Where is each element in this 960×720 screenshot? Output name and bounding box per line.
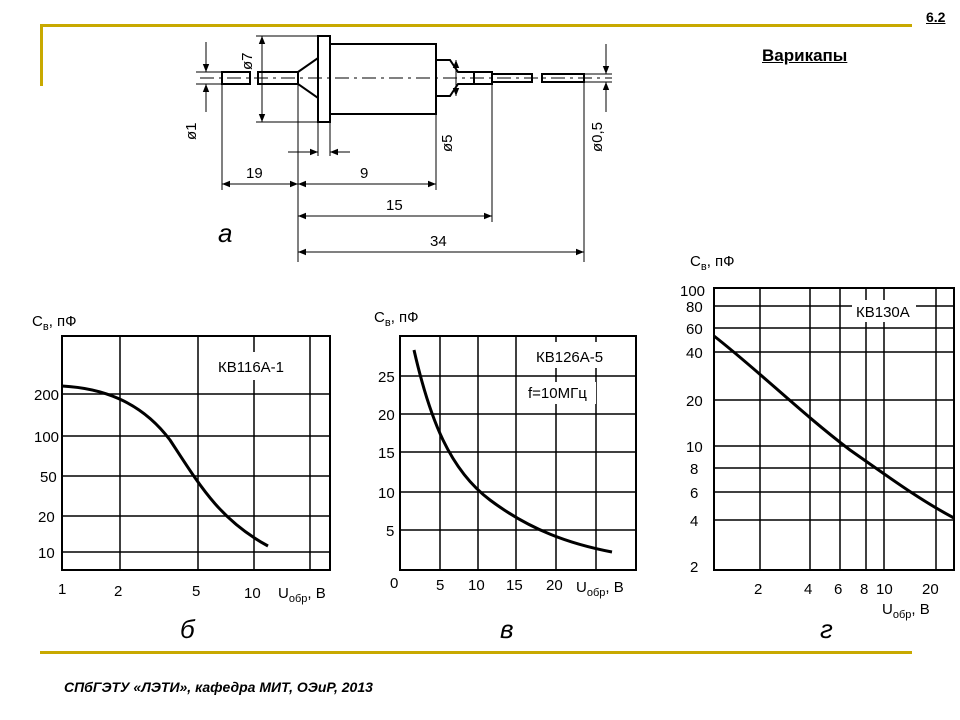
graph-v-ytick-10: 10 [378,485,395,502]
graph-v-xtick-20: 20 [546,577,563,594]
graph-b-frame [61,335,331,571]
page-title: Варикапы [762,46,848,65]
drawing-label-a: а [218,218,232,248]
page-number[interactable]: 6.2 [926,9,946,25]
diode-body [329,43,437,115]
graph-v-note: f=10МГц [528,385,587,402]
graph-b-ytick-20: 20 [38,509,55,526]
graph-v-note-box [524,382,596,404]
graph-g-device-box [852,300,916,322]
graph-b: КВ116А-1 200 100 50 20 10 1 2 5 10 Cв, п… [32,313,331,644]
graph-b-xtick-1: 1 [58,581,66,598]
graph-g-ytick-4: 4 [690,513,698,530]
graph-v-device: КВ126А-5 [536,349,603,366]
graph-v-ytick-25: 25 [378,369,395,386]
graph-g-ytick-6: 6 [690,485,698,502]
graph-v-xtick-10: 10 [468,577,485,594]
footer-text: СПбГЭТУ «ЛЭТИ», кафедра МИТ, ОЭиР, 2013 [64,679,373,695]
graph-g-grid [714,288,954,570]
graph-g-ytick-40: 40 [686,345,703,362]
graph-b-xtick-5: 5 [192,583,200,600]
graph-g-ytick-80: 80 [686,299,703,316]
graph-g-frame [713,287,955,571]
graph-b-curve [61,384,269,548]
dim-d1: ø1 [183,122,200,140]
graph-v-curve [412,349,613,554]
dim-9: 9 [360,165,368,182]
graph-b-label: б [180,614,196,644]
graph-g-ytick-60: 60 [686,321,703,338]
graph-g-ytick-8: 8 [690,461,698,478]
graph-v-xtick-15: 15 [506,577,523,594]
graph-g-xtick-20: 20 [922,581,939,598]
graph-g-xlabel: Uобр, В [882,601,930,621]
graph-v-grid [400,336,636,570]
dim-15: 15 [386,197,403,214]
graph-b-ytick-100: 100 [34,429,59,446]
dim-d5: ø5 [439,134,456,152]
graph-v-ytick-20: 20 [378,407,395,424]
graph-v-xlabel: Uобр, В [576,579,624,599]
graph-b-device: КВ116А-1 [218,359,284,376]
graph-g: КВ130А 100 80 60 40 20 10 8 6 4 2 2 4 6 … [680,253,955,644]
graph-g-xtick-2: 2 [754,581,762,598]
diode-drawing [196,35,612,262]
graph-v-ytick-5: 5 [386,523,394,540]
flange [317,35,331,123]
graph-g-xtick-10: 10 [876,581,893,598]
graph-v-ylabel: Cв, пФ [374,309,419,329]
graph-v-ytick-15: 15 [378,445,395,462]
graph-g-xtick-4: 4 [804,581,812,598]
graph-v-device-box [532,342,608,368]
diode-dimension-labels: ø1 ø7 ø5 ø0,5 19 9 15 34 а [183,52,606,250]
graph-b-device-box [212,352,290,380]
graph-b-xtick-2: 2 [114,583,122,600]
graph-b-xtick-10: 10 [244,585,261,602]
dim-19: 19 [246,165,263,182]
graph-g-ytick-10: 10 [686,439,703,456]
graph-b-xlabel: Uобр, В [278,585,326,605]
graph-b-ytick-50: 50 [40,469,57,486]
graph-b-ytick-10: 10 [38,545,55,562]
dim-d7: ø7 [239,52,256,70]
frame-left-line [40,24,43,86]
graph-g-ytick-100: 100 [680,283,705,300]
graph-v-xtick-5: 5 [436,577,444,594]
graph-g-device: КВ130А [856,304,910,321]
graph-v-label: в [500,614,514,644]
frame-bottom-line [40,651,912,654]
graph-g-ytick-2: 2 [690,559,698,576]
graph-g-curve [713,334,955,520]
graph-g-ylabel: Cв, пФ [690,253,735,273]
dim-34: 34 [430,233,447,250]
frame-top-line [40,24,912,27]
dim-d05: ø0,5 [589,122,606,152]
graph-v: КВ126А-5 f=10МГц 25 20 15 10 5 0 5 10 15… [374,309,637,644]
graph-v-frame [399,335,637,571]
graph-v-xtick-0: 0 [390,575,398,592]
graph-g-label: г [820,614,833,644]
graph-g-xtick-6: 6 [834,581,842,598]
graph-b-ylabel: Cв, пФ [32,313,77,333]
graph-g-ytick-20: 20 [686,393,703,410]
graph-g-xtick-8: 8 [860,581,868,598]
graph-b-ytick-200: 200 [34,387,59,404]
